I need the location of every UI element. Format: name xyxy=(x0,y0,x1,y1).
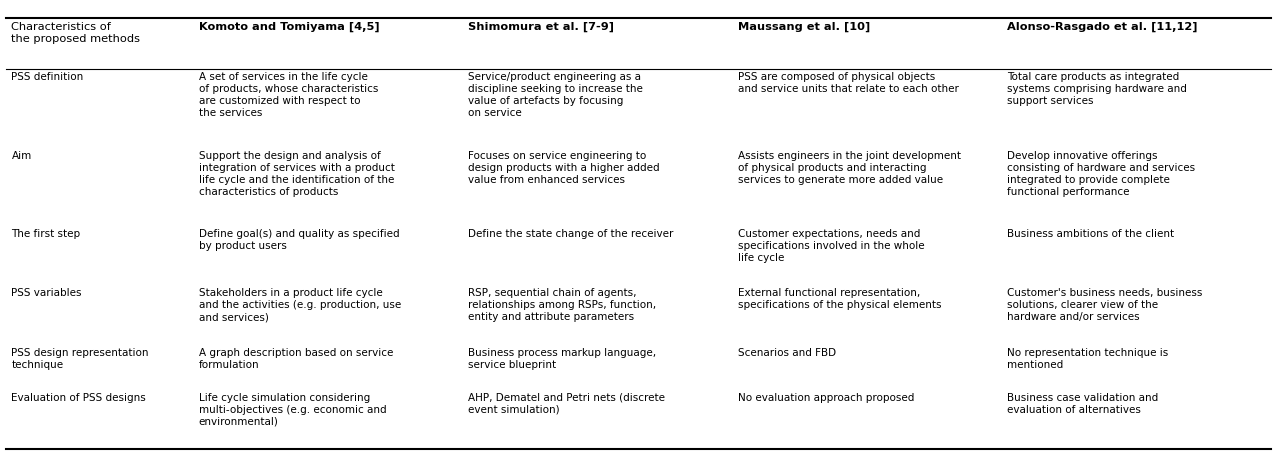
Text: PSS are composed of physical objects
and service units that relate to each other: PSS are composed of physical objects and… xyxy=(738,72,958,94)
Text: Service/product engineering as a
discipline seeking to increase the
value of art: Service/product engineering as a discipl… xyxy=(468,72,643,118)
Text: PSS definition: PSS definition xyxy=(11,72,84,82)
Text: Scenarios and FBD: Scenarios and FBD xyxy=(738,348,836,358)
Text: Shimomura et al. [7-9]: Shimomura et al. [7-9] xyxy=(468,22,614,32)
Text: Characteristics of
the proposed methods: Characteristics of the proposed methods xyxy=(11,22,140,44)
Text: Define the state change of the receiver: Define the state change of the receiver xyxy=(468,229,674,239)
Text: Customer expectations, needs and
specifications involved in the whole
life cycle: Customer expectations, needs and specifi… xyxy=(738,229,924,263)
Text: Business ambitions of the client: Business ambitions of the client xyxy=(1006,229,1175,239)
Text: A set of services in the life cycle
of products, whose characteristics
are custo: A set of services in the life cycle of p… xyxy=(199,72,378,118)
Text: Aim: Aim xyxy=(11,151,32,160)
Text: Support the design and analysis of
integration of services with a product
life c: Support the design and analysis of integ… xyxy=(199,151,395,196)
Text: Alonso-Rasgado et al. [11,12]: Alonso-Rasgado et al. [11,12] xyxy=(1006,22,1198,32)
Text: Assists engineers in the joint development
of physical products and interacting
: Assists engineers in the joint developme… xyxy=(738,151,961,185)
Text: Develop innovative offerings
consisting of hardware and services
integrated to p: Develop innovative offerings consisting … xyxy=(1006,151,1195,196)
Text: No representation technique is
mentioned: No representation technique is mentioned xyxy=(1006,348,1168,370)
Text: Komoto and Tomiyama [4,5]: Komoto and Tomiyama [4,5] xyxy=(199,22,380,32)
Text: Business process markup language,
service blueprint: Business process markup language, servic… xyxy=(468,348,656,370)
Text: RSP, sequential chain of agents,
relationships among RSPs, function,
entity and : RSP, sequential chain of agents, relatio… xyxy=(468,289,656,322)
Text: Business case validation and
evaluation of alternatives: Business case validation and evaluation … xyxy=(1006,393,1158,415)
Text: Focuses on service engineering to
design products with a higher added
value from: Focuses on service engineering to design… xyxy=(468,151,660,185)
Text: Maussang et al. [10]: Maussang et al. [10] xyxy=(738,22,870,32)
Text: Stakeholders in a product life cycle
and the activities (e.g. production, use
an: Stakeholders in a product life cycle and… xyxy=(199,289,401,322)
Text: PSS variables: PSS variables xyxy=(11,289,82,299)
Text: Define goal(s) and quality as specified
by product users: Define goal(s) and quality as specified … xyxy=(199,229,399,251)
Text: AHP, Dematel and Petri nets (discrete
event simulation): AHP, Dematel and Petri nets (discrete ev… xyxy=(468,393,665,415)
Text: Total care products as integrated
systems comprising hardware and
support servic: Total care products as integrated system… xyxy=(1006,72,1187,106)
Text: The first step: The first step xyxy=(11,229,80,239)
Text: External functional representation,
specifications of the physical elements: External functional representation, spec… xyxy=(738,289,941,311)
Text: PSS design representation
technique: PSS design representation technique xyxy=(11,348,149,370)
Text: A graph description based on service
formulation: A graph description based on service for… xyxy=(199,348,394,370)
Text: Evaluation of PSS designs: Evaluation of PSS designs xyxy=(11,393,147,403)
Text: Customer's business needs, business
solutions, clearer view of the
hardware and/: Customer's business needs, business solu… xyxy=(1006,289,1203,322)
Text: Life cycle simulation considering
multi-objectives (e.g. economic and
environmen: Life cycle simulation considering multi-… xyxy=(199,393,386,427)
Text: No evaluation approach proposed: No evaluation approach proposed xyxy=(738,393,913,403)
